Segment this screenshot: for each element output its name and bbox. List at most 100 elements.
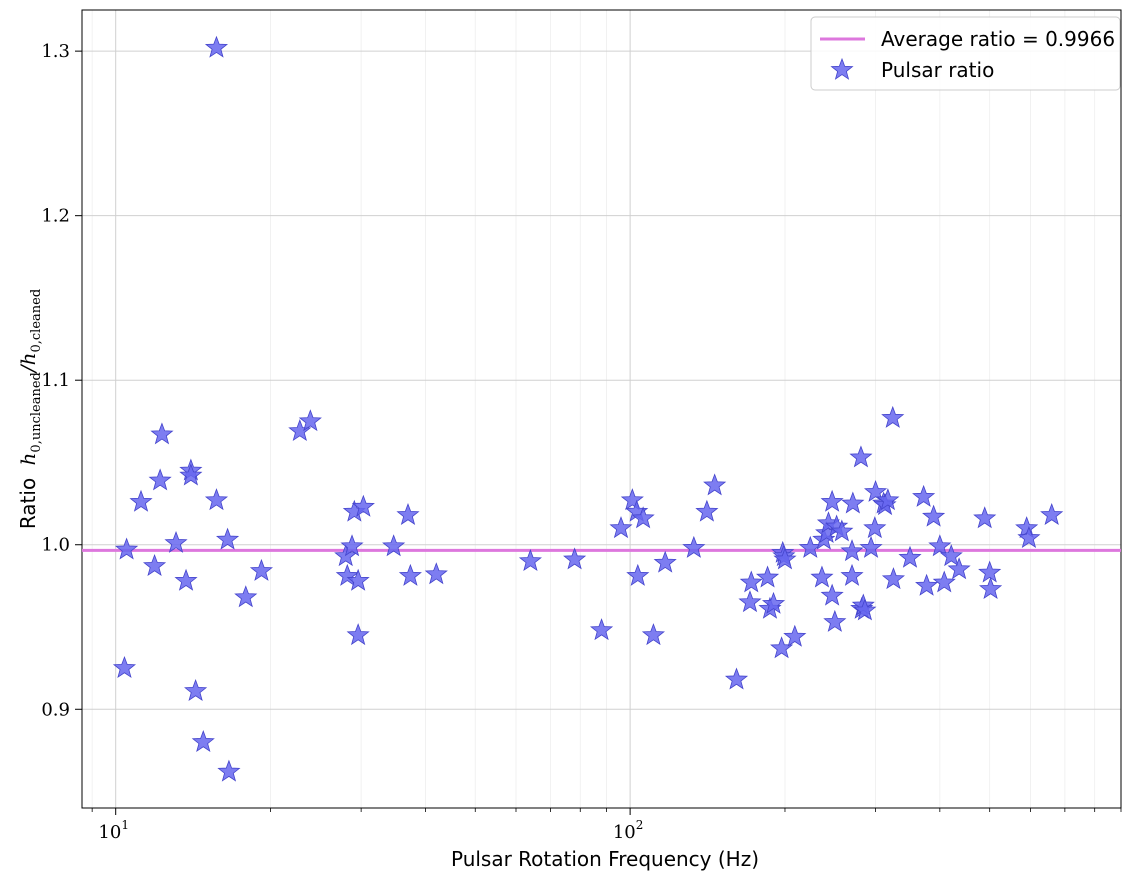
data-point-star xyxy=(755,565,780,588)
data-point-star xyxy=(922,504,946,527)
data-point-star xyxy=(876,488,900,511)
data-point-star xyxy=(340,534,364,557)
data-point-star xyxy=(820,489,844,512)
data-point-star xyxy=(1017,526,1041,548)
data-point-star xyxy=(179,463,203,486)
data-point-star xyxy=(424,562,448,585)
data-point-star xyxy=(881,567,905,590)
y-axis-label: Ratio h0,uncleaned/h0,cleaned xyxy=(16,289,44,529)
data-point-star xyxy=(346,568,370,591)
points-layer xyxy=(112,35,1064,782)
data-point-star xyxy=(143,553,167,576)
data-point-star xyxy=(849,445,873,468)
x-tick-label-exponent: 2 xyxy=(636,818,644,832)
data-point-star xyxy=(234,585,258,608)
y-axis-label-math: h0,uncleaned/h0,cleaned xyxy=(16,289,44,466)
legend-star-marker xyxy=(830,57,854,80)
data-point-star xyxy=(150,422,174,445)
data-point-star xyxy=(840,563,864,586)
data-point-star xyxy=(915,573,939,596)
data-point-star xyxy=(840,539,864,562)
data-point-star xyxy=(148,468,172,491)
data-point-star xyxy=(939,544,963,567)
data-point-star xyxy=(164,530,188,553)
data-point-star xyxy=(641,623,665,646)
data-point-star xyxy=(653,550,677,573)
data-point-star xyxy=(204,488,229,511)
data-point-star xyxy=(620,488,644,511)
data-point-star xyxy=(626,563,650,586)
data-point-star xyxy=(398,563,422,586)
legend-average-label: Average ratio = 0.9966 xyxy=(881,27,1115,51)
data-point-star xyxy=(518,549,542,572)
plot-frame xyxy=(81,9,1122,809)
data-point-star xyxy=(396,502,420,525)
legend-box xyxy=(810,16,1121,91)
data-point-star xyxy=(346,623,370,646)
data-point-star xyxy=(898,545,922,568)
data-point-star xyxy=(703,473,727,496)
data-point-star xyxy=(563,547,587,570)
y-tick-label: 1.3 xyxy=(41,41,70,62)
legend: Average ratio = 0.9966 Pulsar ratio xyxy=(810,16,1121,91)
data-point-star xyxy=(216,527,240,550)
data-point-star xyxy=(912,484,936,507)
x-tick-label-exponent: 1 xyxy=(121,818,129,832)
data-point-star xyxy=(682,535,706,558)
data-point-star xyxy=(590,618,614,641)
data-point-star xyxy=(947,557,971,580)
data-point-star xyxy=(335,563,359,586)
data-point-star xyxy=(1040,502,1064,525)
data-point-star xyxy=(823,609,847,632)
data-point-star xyxy=(973,506,997,529)
data-point-star xyxy=(761,591,786,614)
data-point-star xyxy=(830,519,854,542)
legend-series-label: Pulsar ratio xyxy=(881,58,994,82)
data-point-star xyxy=(174,568,198,591)
data-point-star xyxy=(739,570,763,593)
data-point-star xyxy=(810,565,834,588)
y-tick-label: 1.1 xyxy=(41,370,70,391)
y-tick-label: 1.0 xyxy=(41,535,70,556)
svg-text:Ratio h0,uncleaned/h0,cl: Ratio h0,uncleaned/h0,cleaned xyxy=(16,289,44,529)
data-point-star xyxy=(820,583,844,606)
data-point-star xyxy=(191,730,215,753)
grid-layer xyxy=(82,10,1122,808)
data-point-star xyxy=(770,636,794,659)
data-point-star xyxy=(351,494,375,517)
data-point-star xyxy=(773,547,797,570)
data-point-star xyxy=(298,409,322,432)
data-point-star xyxy=(112,655,137,678)
data-point-star xyxy=(738,590,762,613)
data-point-star xyxy=(382,534,406,557)
data-point-star xyxy=(249,558,273,581)
data-point-star xyxy=(783,624,807,647)
y-tick-label: 0.9 xyxy=(41,699,70,720)
data-point-star xyxy=(724,667,749,690)
data-point-star xyxy=(853,598,877,621)
data-point-star xyxy=(631,506,655,529)
x-tick-label: 101 xyxy=(98,818,129,843)
data-point-star xyxy=(979,577,1003,599)
data-point-star xyxy=(609,516,633,539)
data-point-star xyxy=(184,679,208,702)
data-point-star xyxy=(881,405,905,428)
x-tick-label: 102 xyxy=(613,818,644,843)
data-point-star xyxy=(217,759,241,782)
data-point-star xyxy=(695,499,719,522)
data-point-star xyxy=(932,570,956,593)
data-point-star xyxy=(841,491,865,514)
data-point-star xyxy=(863,516,887,539)
data-point-star xyxy=(928,534,952,557)
data-point-star xyxy=(129,489,153,512)
ticks-layer: 101 102 0.9 1.0 1.1 1.2 1.3 xyxy=(41,41,1122,843)
data-point-star xyxy=(864,479,888,502)
y-tick-label: 1.2 xyxy=(41,206,70,227)
data-point-star xyxy=(115,537,139,560)
data-point-star xyxy=(204,35,229,58)
legend-star-swatch xyxy=(830,57,854,80)
data-point-star xyxy=(859,535,883,558)
data-point-star xyxy=(978,560,1002,583)
y-axis-label-prefix: Ratio xyxy=(16,478,40,529)
